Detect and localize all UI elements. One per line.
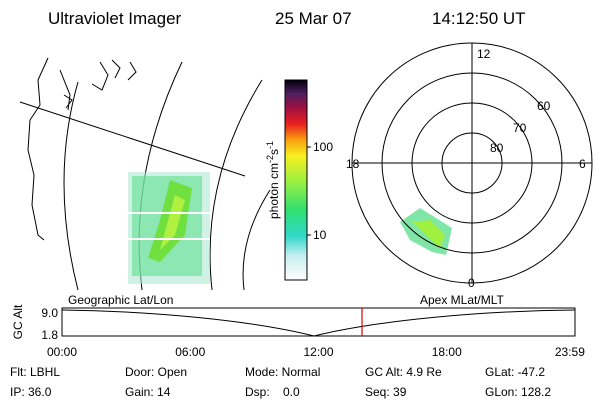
x-ticks: 00:00 06:00 12:00 18:00 23:59	[47, 345, 585, 359]
status-bar: Flt: LBHL Door: Open Mode: Normal GC Alt: 4…	[10, 365, 551, 399]
x-tick-label: 06:00	[175, 345, 205, 359]
date: 25 Mar 07	[275, 9, 352, 28]
panel-caption: Geographic Lat/Lon	[68, 293, 173, 307]
x-tick-label: 12:00	[303, 345, 333, 359]
status-field: Dsp: 0.0	[245, 385, 300, 399]
mlt-label: 6	[579, 157, 586, 171]
title: Ultraviolet Imager	[48, 9, 182, 28]
colorbar-tick-label: 100	[313, 140, 333, 154]
label-part: photon cm	[267, 163, 281, 219]
lat-label: 80	[490, 141, 504, 155]
altitude-plot	[61, 307, 576, 337]
geographic-map	[19, 57, 271, 291]
y-axis-label: GC Alt	[11, 304, 25, 339]
label-part: -2	[265, 155, 275, 163]
x-tick-label: 00:00	[47, 345, 77, 359]
mlt-label: 0	[468, 276, 475, 290]
status-field: Flt: LBHL	[10, 365, 60, 379]
status-field: Mode: Normal	[245, 365, 320, 379]
time: 14:12:50 UT	[432, 9, 526, 28]
x-tick-label: 23:59	[555, 345, 585, 359]
mlt-label: 18	[346, 157, 360, 171]
status-field: IP: 36.0	[10, 385, 52, 399]
mlt-label: 12	[477, 47, 491, 61]
panel-caption: Apex MLat/MLT	[420, 293, 504, 307]
colorbar-label: photon cm-2s-1	[265, 141, 281, 219]
label-part: s	[267, 149, 281, 155]
colorbar-tick-label: 10	[313, 228, 327, 242]
polar-plot	[351, 42, 593, 284]
status-field: Seq: 39	[365, 385, 407, 399]
lat-label: 60	[537, 99, 551, 113]
aurora-image	[128, 172, 210, 284]
status-field: GLon: 128.2	[485, 385, 551, 399]
status-field: Door: Open	[125, 365, 187, 379]
colorbar	[284, 79, 308, 281]
status-field: GLat: -47.2	[485, 365, 545, 379]
lat-label: 70	[513, 121, 527, 135]
x-tick-label: 18:00	[432, 345, 462, 359]
status-field: Gain: 14	[125, 385, 171, 399]
y-tick-label: 1.8	[41, 328, 58, 342]
status-field: GC Alt: 4.9 Re	[365, 365, 442, 379]
label-part: -1	[265, 141, 275, 149]
y-tick-label: 9.0	[41, 306, 58, 320]
